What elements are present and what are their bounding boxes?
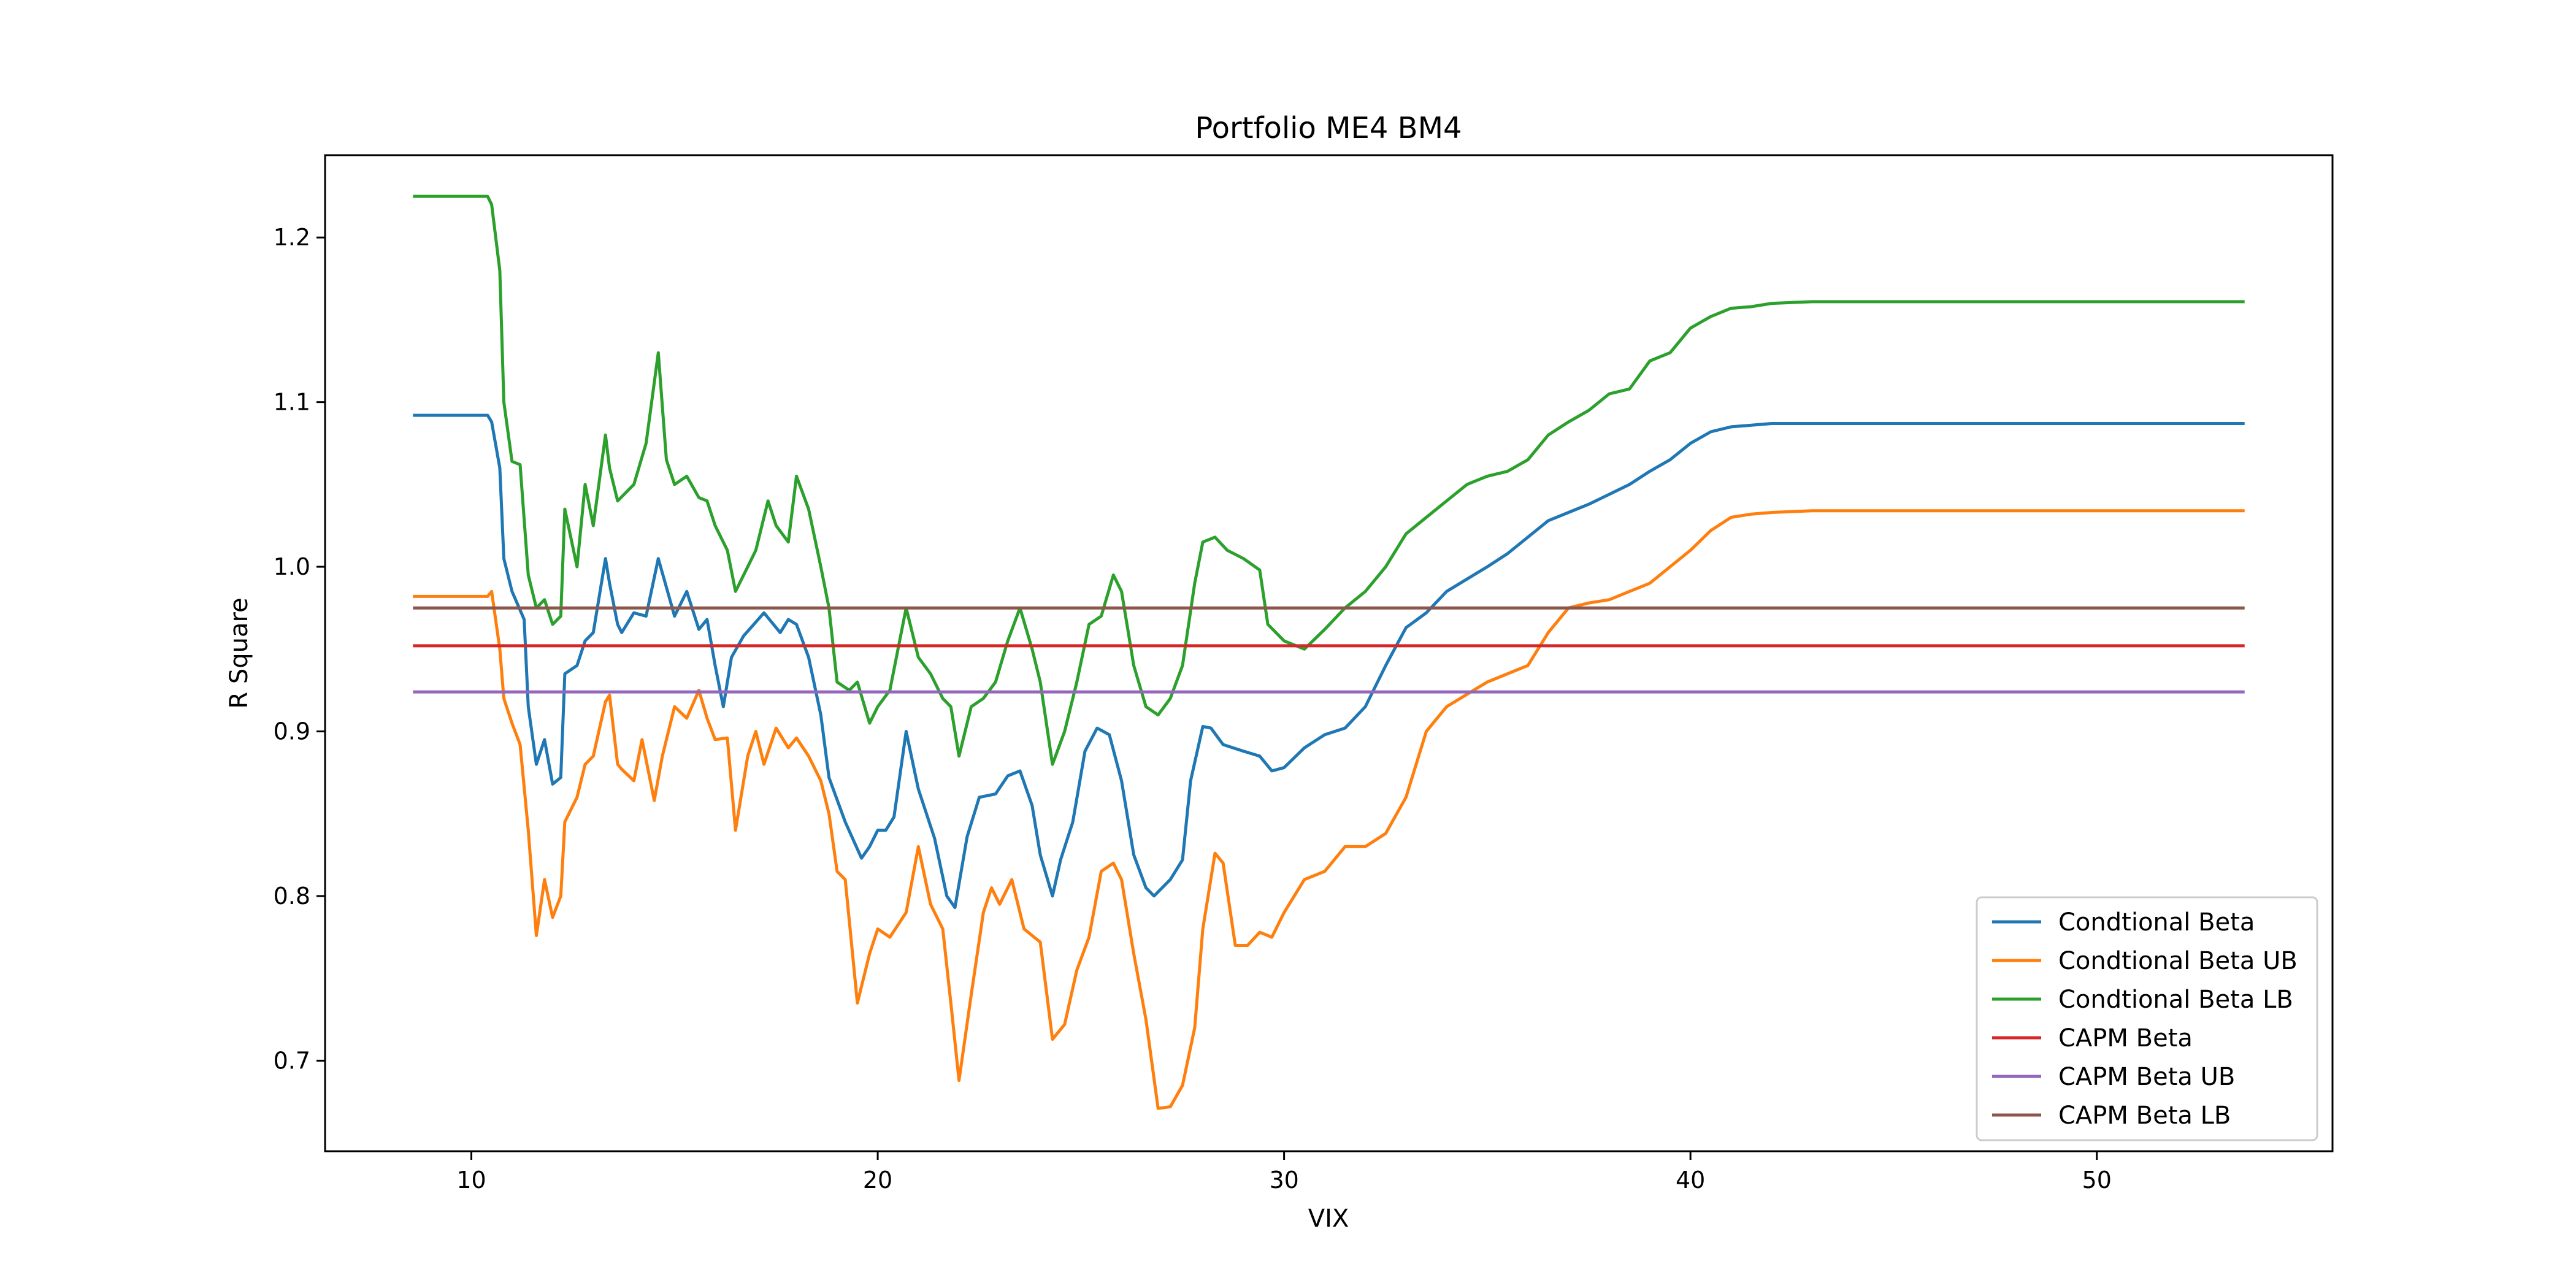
- legend-items: Condtional Beta Condtional Beta UB Condtio…: [1992, 908, 2298, 1130]
- y-tick-label: 1.2: [274, 224, 310, 251]
- y-tick-label: 0.9: [274, 718, 310, 745]
- chart-title: Portfolio ME4 BM4: [1195, 111, 1462, 145]
- legend-label: CAPM Beta: [2058, 1024, 2193, 1052]
- series-line-1: [413, 509, 2245, 1110]
- legend-label: Condtional Beta: [2058, 908, 2255, 937]
- y-axis: 0.7 0.8 0.9 1.0 1.1 1.2: [274, 224, 325, 1074]
- x-tick-label: 20: [863, 1167, 892, 1194]
- legend-label: CAPM Beta UB: [2058, 1063, 2235, 1091]
- legend: Condtional Beta Condtional Beta UB Condtio…: [1976, 896, 2318, 1141]
- x-tick-label: 50: [2082, 1167, 2112, 1194]
- plot-area-frame: [324, 154, 2334, 1152]
- y-axis-label: R Square: [225, 597, 253, 708]
- legend-frame: [1976, 896, 2318, 1141]
- y-tick-label: 0.7: [274, 1047, 310, 1074]
- y-tick-label: 1.1: [274, 389, 310, 416]
- y-tick-label: 0.8: [274, 883, 310, 910]
- series-line-2: [413, 194, 2245, 766]
- x-tick-label: 10: [456, 1167, 486, 1194]
- legend-label: CAPM Beta LB: [2058, 1102, 2231, 1130]
- x-axis-label: VIX: [1308, 1205, 1349, 1233]
- x-tick-label: 40: [1676, 1167, 1705, 1194]
- series-line-0: [413, 413, 2245, 910]
- y-tick-label: 1.0: [274, 553, 310, 580]
- x-tick-label: 30: [1269, 1167, 1298, 1194]
- legend-label: Condtional Beta UB: [2058, 947, 2298, 975]
- x-axis: 10 20 30 40 50: [456, 1151, 2112, 1194]
- series-layer: [413, 194, 2245, 1110]
- legend-label: Condtional Beta LB: [2058, 986, 2293, 1014]
